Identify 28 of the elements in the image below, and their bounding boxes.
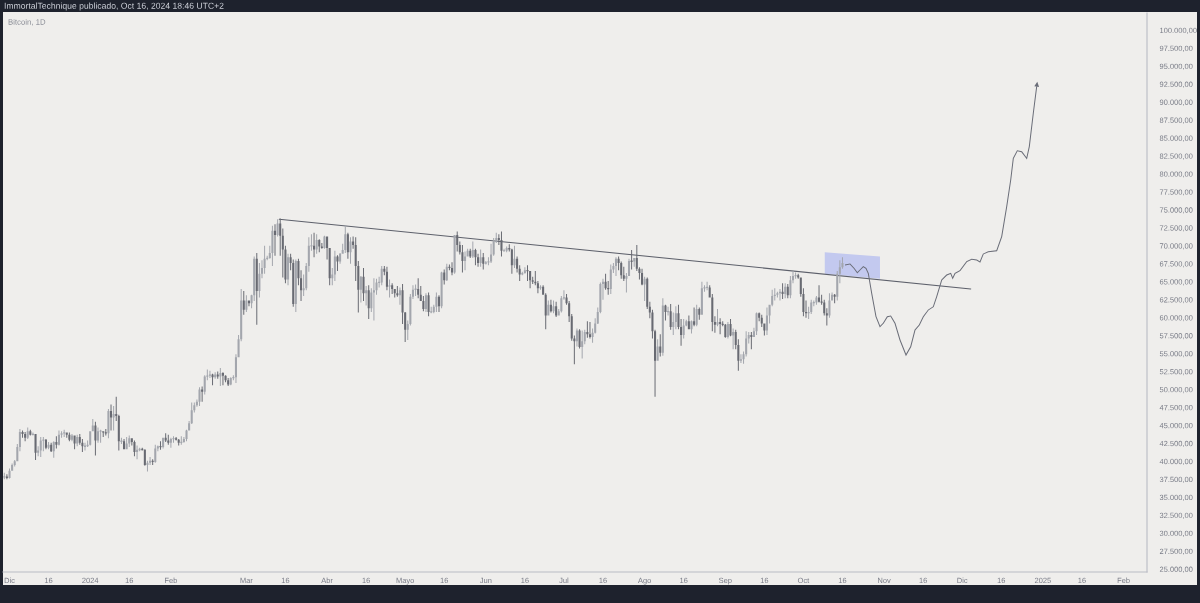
candlestick — [362, 268, 365, 302]
candlestick — [146, 460, 149, 472]
candlestick — [198, 387, 201, 407]
candlestick — [201, 386, 204, 402]
candlestick — [349, 237, 352, 264]
candlestick — [21, 430, 24, 438]
candlestick — [159, 441, 162, 450]
text: ImmortalTechnique publicado, Oct 16, 2024 18:46 UTC+2 — [4, 2, 224, 11]
candlestick — [185, 429, 188, 442]
candlestick — [539, 285, 542, 290]
candlestick — [34, 434, 37, 460]
candlestick — [716, 309, 719, 327]
candlestick — [500, 231, 503, 257]
candlestick — [690, 320, 693, 334]
candlestick — [513, 245, 516, 269]
candlestick — [630, 250, 633, 270]
candlestick — [781, 283, 784, 299]
candlestick — [211, 373, 214, 386]
candlestick — [388, 279, 391, 298]
candlestick — [552, 300, 555, 314]
candlestick — [208, 370, 211, 378]
candlestick — [336, 255, 339, 271]
candlestick — [729, 319, 732, 337]
candlestick — [99, 429, 102, 443]
candlestick — [8, 468, 11, 479]
candlestick — [273, 224, 277, 256]
candlestick — [739, 354, 742, 363]
candlestick — [323, 235, 326, 249]
